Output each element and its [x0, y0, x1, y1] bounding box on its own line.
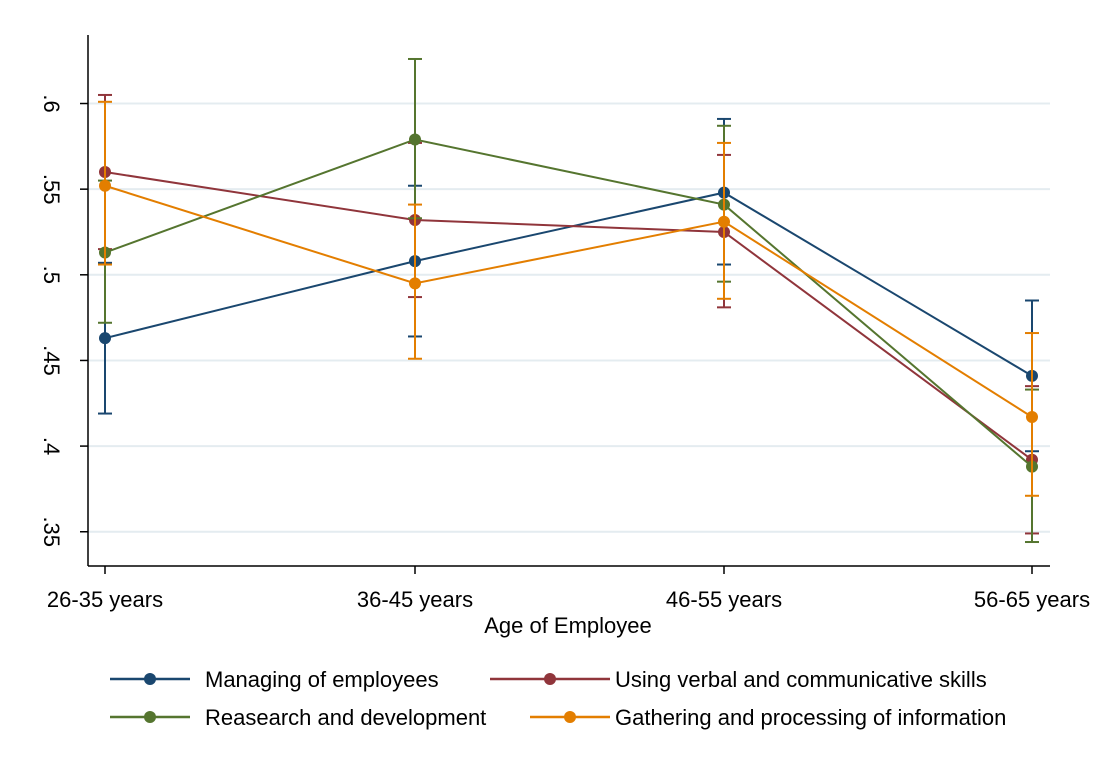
series-line [104, 184, 1033, 418]
legend-label: Gathering and processing of information [615, 705, 1006, 730]
series-group [98, 57, 1039, 544]
data-point [409, 133, 421, 146]
legend-item: Reasearch and development [110, 705, 486, 730]
series-group [98, 117, 1039, 453]
legend: Managing of employees Using verbal and co… [110, 667, 1006, 730]
gridlines [88, 102, 1050, 533]
legend-swatch-marker [144, 711, 156, 723]
x-tick-label: 46-55 years [666, 587, 782, 612]
series [98, 57, 1039, 544]
legend-label: Managing of employees [205, 667, 439, 692]
legend-item: Gathering and processing of information [530, 705, 1006, 730]
y-tick-label: .55 [39, 174, 64, 205]
data-point [409, 277, 421, 290]
series-line [104, 171, 1033, 461]
y-ticks: .35 .4 .45 .5 .55 .6 [39, 94, 88, 547]
legend-swatch-marker [144, 673, 156, 685]
data-point [1026, 410, 1038, 423]
y-tick-label: .45 [39, 345, 64, 376]
legend-swatch-marker [564, 711, 576, 723]
legend-label: Using verbal and communicative skills [615, 667, 987, 692]
legend-item: Managing of employees [110, 667, 439, 692]
series-group [98, 100, 1039, 497]
axes [87, 35, 1050, 567]
y-tick-label: .35 [39, 516, 64, 547]
legend-item: Using verbal and communicative skills [490, 667, 987, 692]
x-tick-label: 56-65 years [974, 587, 1090, 612]
legend-label: Reasearch and development [205, 705, 486, 730]
x-axis-title: Age of Employee [484, 613, 652, 638]
data-point [99, 179, 111, 192]
x-tick-label: 36-45 years [357, 587, 473, 612]
series-group [98, 93, 1039, 535]
y-tick-label: .4 [39, 437, 64, 455]
y-tick-label: .5 [39, 266, 64, 284]
x-tick-label: 26-35 years [47, 587, 163, 612]
x-ticks: 26-35 years 36-45 years 46-55 years 56-65 y… [47, 566, 1090, 612]
data-point [99, 332, 111, 345]
data-point [718, 215, 730, 228]
series-line [104, 138, 1033, 468]
y-tick-label: .6 [39, 94, 64, 112]
legend-swatch-marker [544, 673, 556, 685]
